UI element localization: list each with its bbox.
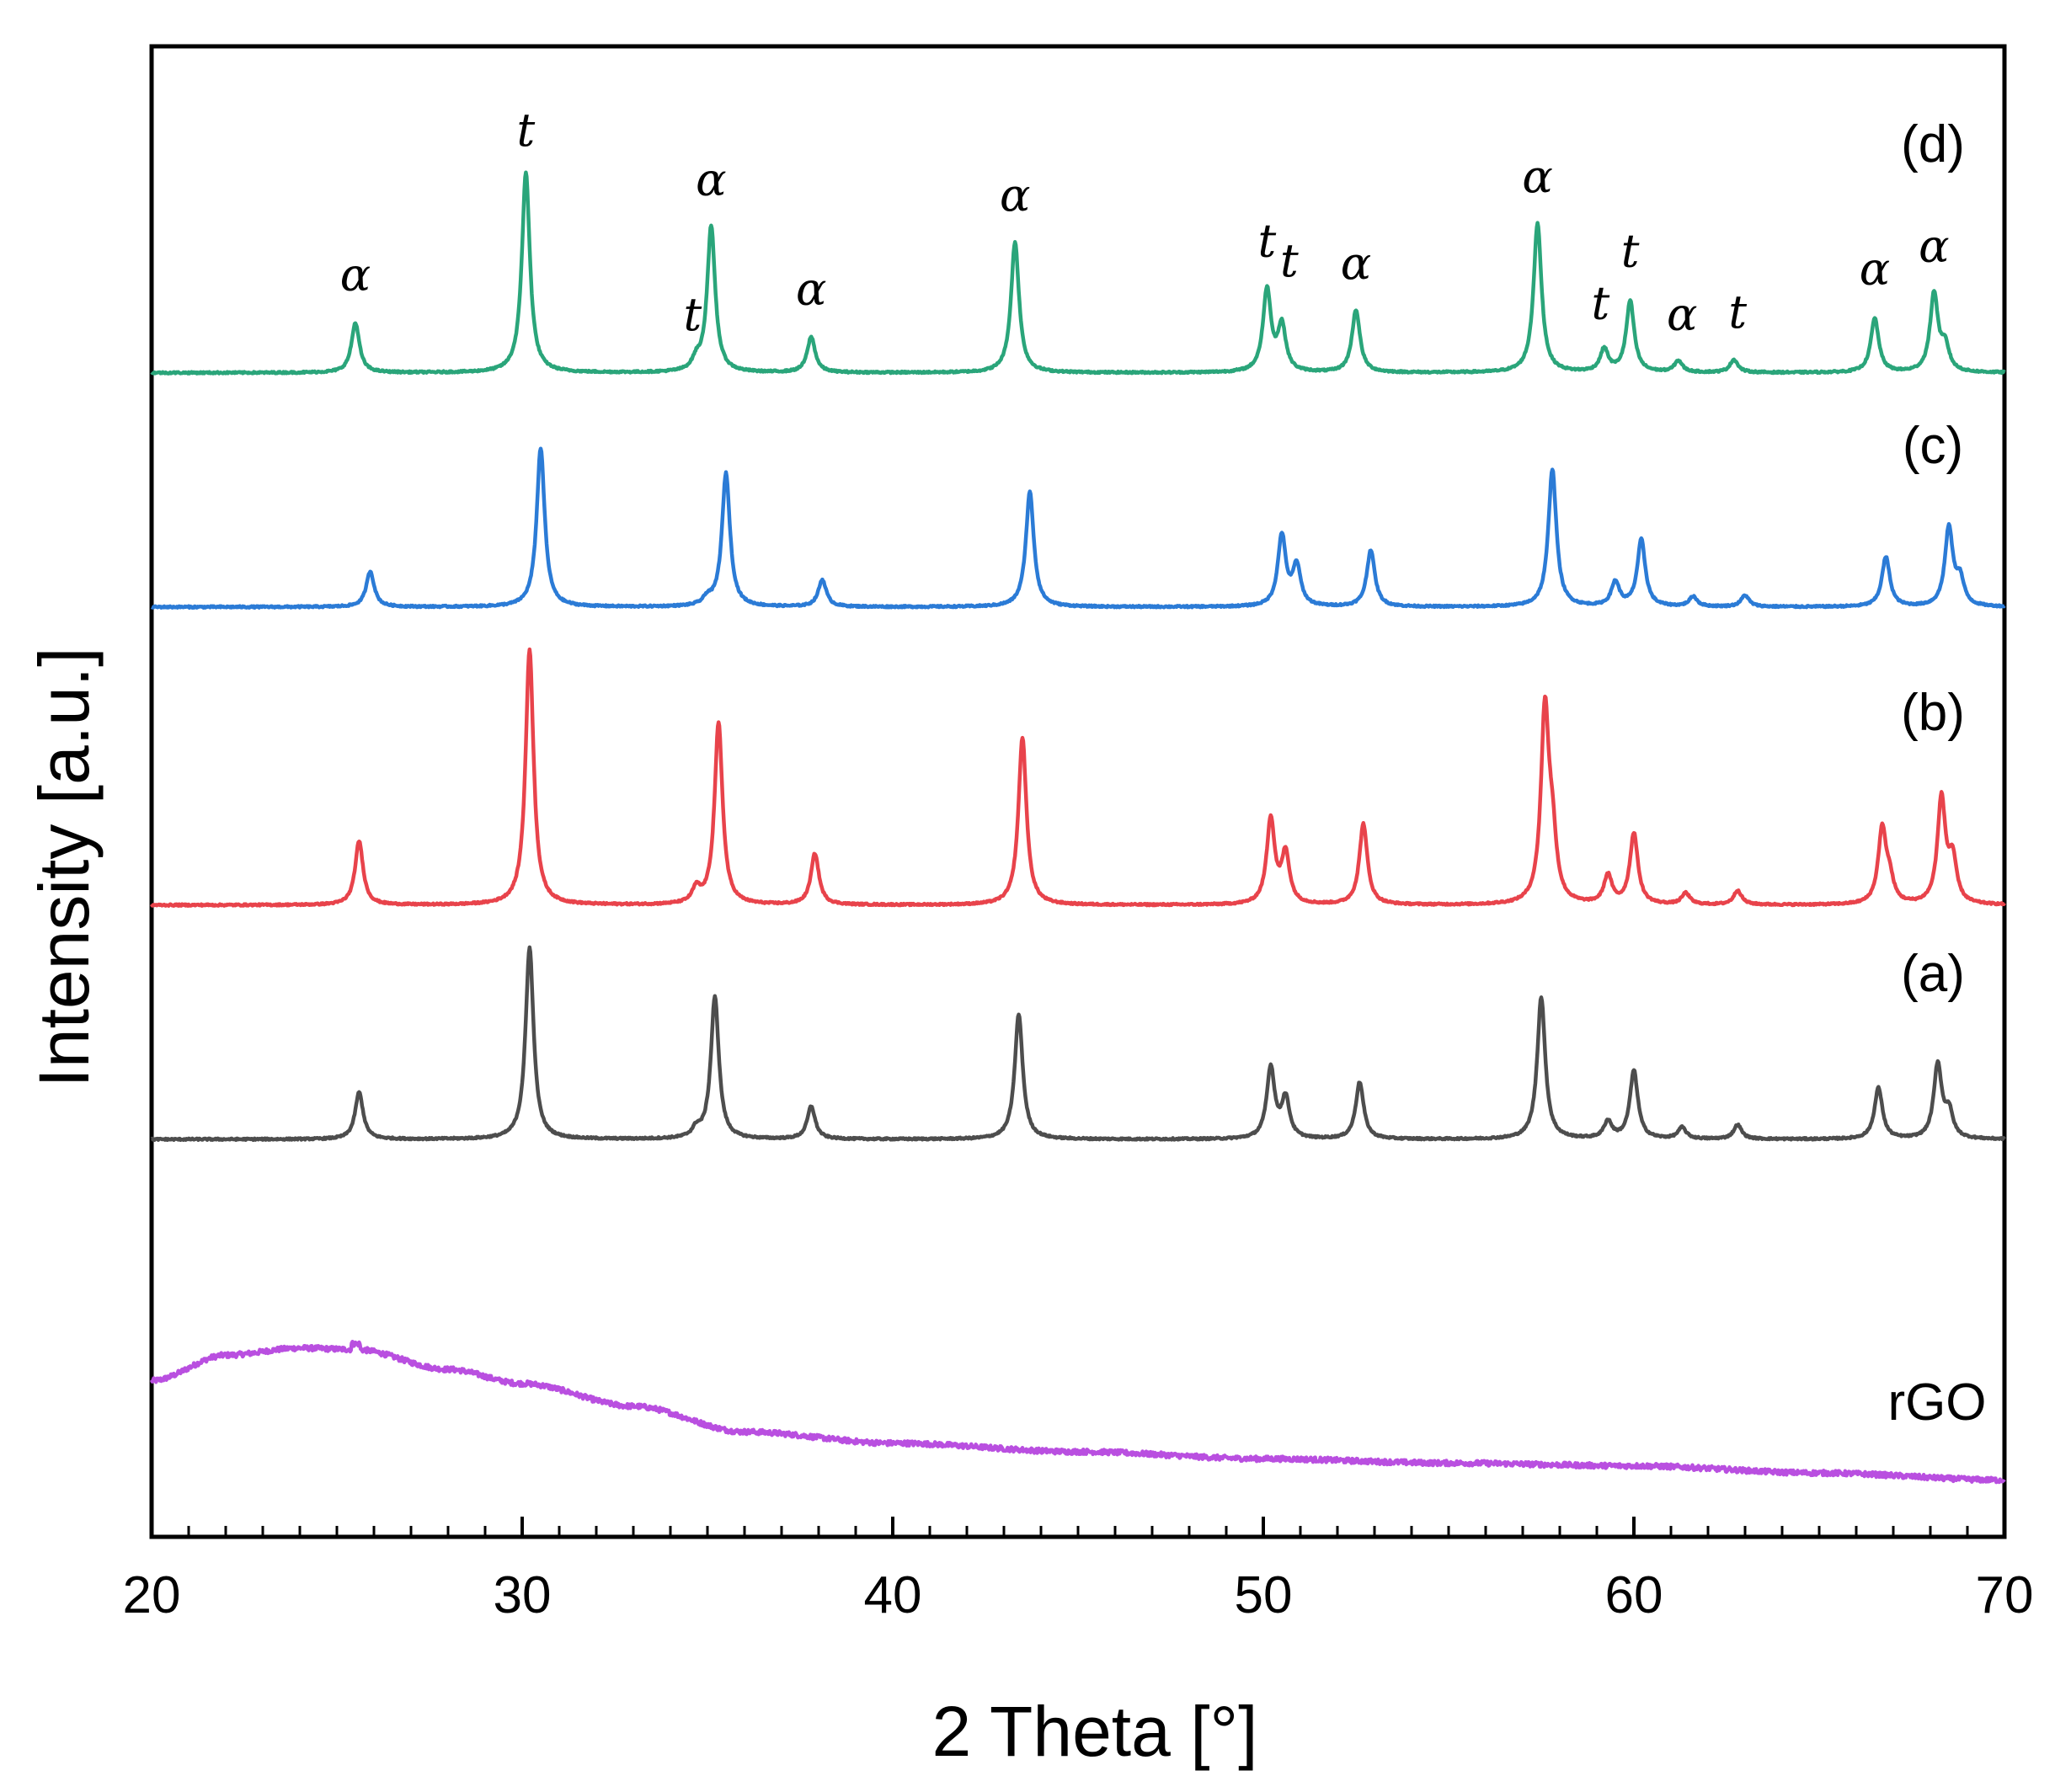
peak-label-alpha: α [1860, 243, 1890, 296]
series-labels: rGO (a) (b) (c) (d) [1887, 115, 1986, 1432]
peak-label-t: t [1621, 224, 1640, 277]
peak-label-t: t [517, 104, 536, 157]
series-line-c [150, 446, 2006, 611]
peak-label-t: t [1258, 214, 1277, 267]
series-label-c: (c) [1903, 417, 1963, 475]
x-tick-label: 20 [123, 1566, 181, 1624]
peak-label-alpha: α [1341, 237, 1371, 290]
x-tick-label: 30 [494, 1566, 552, 1624]
x-tick-label: 70 [1976, 1566, 2034, 1624]
peak-label-alpha: α [796, 263, 826, 316]
y-axis-title: Intensity [a.u.] [24, 648, 104, 1088]
x-tick-label: 60 [1605, 1566, 1663, 1624]
peak-label-alpha: α [1000, 169, 1030, 222]
series-line-b [150, 647, 2006, 908]
series-label-a: (a) [1901, 945, 1965, 1003]
series-line-d [150, 170, 2006, 376]
peak-label-alpha: α [1522, 151, 1552, 204]
x-tick-label: 50 [1235, 1566, 1293, 1624]
x-tick-label: 40 [864, 1566, 922, 1624]
peak-label-alpha: α [1667, 288, 1697, 341]
series-layer [149, 170, 2006, 1485]
series-label-rgo: rGO [1887, 1373, 1986, 1432]
x-axis-ticks: 20 30 40 50 60 70 [123, 1517, 2034, 1624]
peak-label-alpha: α [340, 248, 371, 301]
peak-label-t: t [684, 288, 702, 341]
peak-label-t: t [1280, 234, 1299, 287]
series-line-a [150, 945, 2006, 1143]
peak-label-t: t [1728, 285, 1747, 339]
plot-area-frame [149, 44, 2007, 1539]
series-line-rgo [149, 1340, 2006, 1485]
series-label-d: (d) [1901, 115, 1965, 173]
series-label-b: (b) [1901, 684, 1965, 742]
peak-label-alpha: α [696, 153, 726, 206]
peak-label-alpha: α [1919, 220, 1949, 273]
x-axis-title: 2 Theta [°] [932, 1692, 1258, 1771]
peak-label-t: t [1592, 277, 1610, 330]
